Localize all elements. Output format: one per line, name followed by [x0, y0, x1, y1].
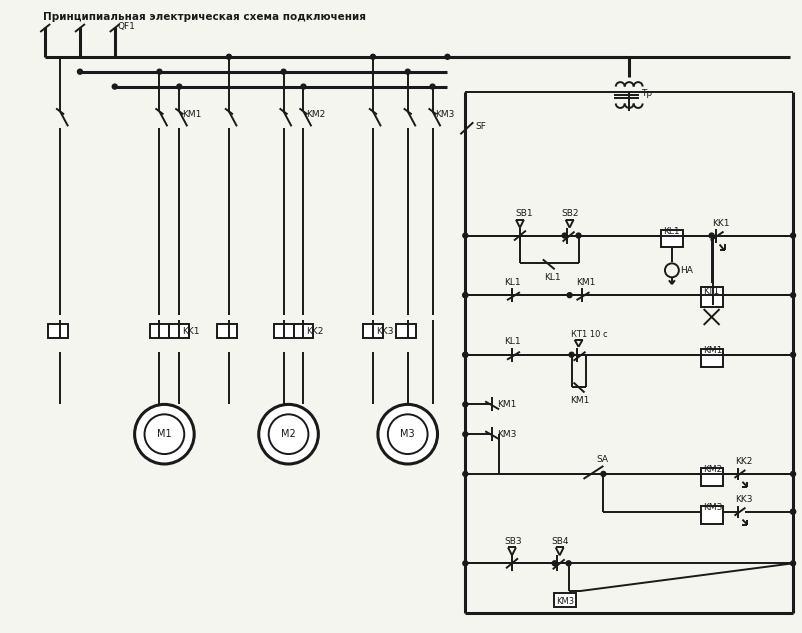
Circle shape: [790, 233, 795, 238]
Circle shape: [561, 233, 566, 238]
Text: SF: SF: [475, 122, 485, 131]
Circle shape: [78, 69, 83, 74]
Circle shape: [790, 292, 795, 298]
Circle shape: [566, 292, 571, 298]
Circle shape: [462, 472, 468, 477]
Circle shape: [790, 472, 795, 477]
Text: KM3: KM3: [702, 503, 721, 512]
Bar: [48, 324, 68, 338]
Circle shape: [600, 472, 605, 477]
Text: KK2: KK2: [735, 458, 752, 467]
Text: KK3: KK3: [735, 495, 752, 505]
Circle shape: [790, 352, 795, 357]
Text: SB2: SB2: [561, 210, 578, 218]
Circle shape: [135, 404, 194, 464]
Text: KM1: KM1: [570, 396, 589, 405]
Text: SB4: SB4: [551, 537, 569, 546]
Bar: [217, 324, 237, 338]
Text: HA: HA: [679, 266, 692, 275]
Circle shape: [462, 292, 468, 298]
Text: Тр: Тр: [640, 89, 651, 98]
Bar: [700, 287, 722, 307]
Text: M3: M3: [400, 429, 415, 439]
Text: KK3: KK3: [375, 327, 393, 336]
Circle shape: [565, 561, 570, 566]
Text: KL1: KL1: [543, 273, 560, 282]
Bar: [553, 593, 575, 607]
Text: QF1: QF1: [118, 23, 136, 32]
Text: M2: M2: [281, 429, 296, 439]
Circle shape: [462, 402, 468, 407]
Text: KM3: KM3: [555, 596, 573, 606]
Circle shape: [370, 54, 375, 60]
Text: KK1: KK1: [182, 327, 200, 336]
Text: KM1: KM1: [496, 400, 516, 409]
Circle shape: [575, 233, 581, 238]
Circle shape: [708, 233, 713, 238]
Text: M1: M1: [157, 429, 172, 439]
Circle shape: [444, 54, 449, 60]
Circle shape: [258, 404, 318, 464]
Text: KM1: KM1: [182, 110, 201, 119]
Circle shape: [552, 561, 557, 566]
Circle shape: [790, 509, 795, 514]
Text: SB1: SB1: [514, 210, 532, 218]
Circle shape: [430, 84, 435, 89]
Circle shape: [301, 84, 306, 89]
Bar: [700, 468, 722, 486]
Text: KK1: KK1: [711, 219, 729, 228]
Text: KL1: KL1: [504, 337, 520, 346]
Circle shape: [156, 69, 162, 74]
Text: KT1: KT1: [702, 287, 718, 296]
Circle shape: [462, 352, 468, 357]
Bar: [395, 324, 415, 338]
Bar: [294, 324, 313, 338]
Text: KM3: KM3: [435, 110, 455, 119]
Bar: [363, 324, 383, 338]
Text: SB3: SB3: [504, 537, 521, 546]
Circle shape: [176, 84, 181, 89]
Text: KM1: KM1: [576, 278, 595, 287]
Bar: [700, 349, 722, 367]
Circle shape: [462, 432, 468, 437]
Circle shape: [112, 84, 117, 89]
Text: KL1: KL1: [504, 278, 520, 287]
Bar: [700, 506, 722, 523]
Circle shape: [281, 69, 286, 74]
Bar: [273, 324, 294, 338]
Text: KM2: KM2: [702, 465, 721, 475]
Text: KK2: KK2: [306, 327, 323, 336]
Circle shape: [405, 69, 410, 74]
Circle shape: [569, 352, 573, 357]
Text: KM2: KM2: [306, 110, 326, 119]
Text: Принципиальная электрическая схема подключения: Принципиальная электрическая схема подкл…: [43, 12, 365, 22]
Circle shape: [462, 292, 468, 298]
Circle shape: [462, 352, 468, 357]
Circle shape: [378, 404, 437, 464]
Circle shape: [462, 233, 468, 238]
Bar: [660, 230, 682, 248]
Circle shape: [226, 54, 231, 60]
Circle shape: [462, 561, 468, 566]
Circle shape: [790, 561, 795, 566]
Bar: [169, 324, 189, 338]
Text: SA: SA: [596, 454, 608, 463]
Text: KM1: KM1: [702, 346, 721, 355]
Text: KL1: KL1: [662, 227, 678, 236]
Circle shape: [790, 509, 795, 514]
Bar: [149, 324, 169, 338]
Text: КТ1 10 с: КТ1 10 с: [570, 330, 606, 339]
Text: KM3: KM3: [496, 430, 516, 439]
